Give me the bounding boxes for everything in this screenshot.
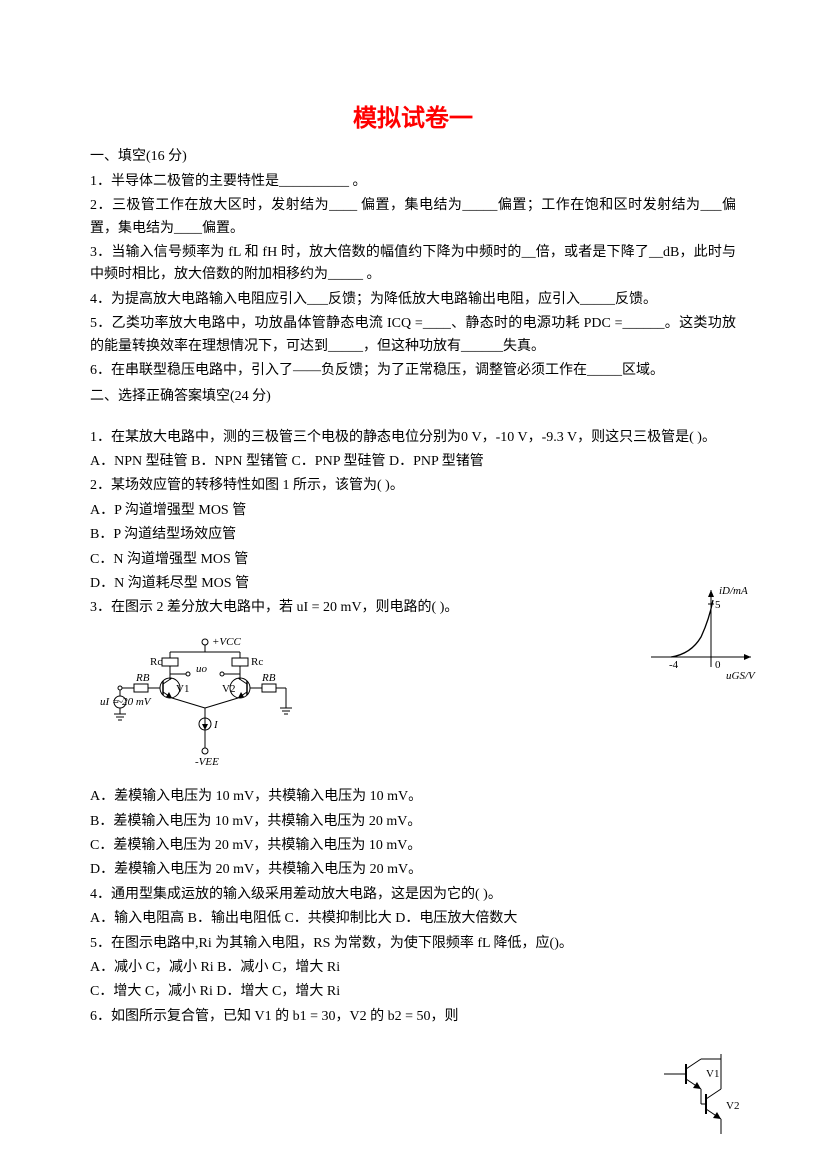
s2-q2-b: B．P 沟道结型场效应管 [90, 524, 736, 546]
q3-vee: -VEE [195, 756, 219, 768]
s2-q3-c: C．差模输入电压为 20 mV，共模输入电压为 10 mV。 [90, 835, 736, 857]
s2-q6-stem: 6．如图所示复合管，已知 V1 的 b1 = 30，V2 的 b2 = 50，则 [90, 1006, 736, 1028]
q3-vcc: +VCC [212, 636, 241, 648]
s2-q2-a: A．P 沟道增强型 MOS 管 [90, 500, 736, 522]
page-title: 模拟试卷一 [90, 100, 736, 138]
section1-heading: 一、填空(16 分) [90, 146, 736, 168]
q3-rc1: Rc [150, 656, 162, 668]
s2-q4-opts: A．输入电阻高 B．输出电阻低 C．共模抑制比大 D．电压放大倍数大 [90, 908, 736, 930]
s1-q2: 2．三极管工作在放大区时，发射结为____ 偏置，集电结为_____偏置；工作在… [90, 195, 736, 240]
s2-q2-c: C．N 沟道增强型 MOS 管 [90, 549, 736, 571]
q3-rb2: RB [261, 672, 276, 684]
s2-q3-b: B．差模输入电压为 10 mV，共模输入电压为 20 mV。 [90, 811, 736, 833]
s1-q6: 6．在串联型稳压电路中，引入了——负反馈；为了正常稳压，调整管必须工作在____… [90, 360, 736, 382]
q3-ui: uI = 20 mV [100, 696, 152, 708]
q3-diff-amp-circuit: +VCC Rc Rc uo V1 V2 RB RB ~ uI = 20 mV [100, 630, 310, 770]
section2-heading: 二、选择正确答案填空(24 分) [90, 386, 736, 408]
s2-q5-stem: 5．在图示电路中,Ri 为其输入电阻，RS 为常数，为使下限频率 fL 降低，应… [90, 933, 736, 955]
s1-q5: 5．乙类功率放大电路中，功放晶体管静态电流 ICQ =____、静态时的电源功耗… [90, 313, 736, 358]
q2-xtick: -4 [669, 659, 679, 671]
s2-q1-opts: A．NPN 型硅管 B．NPN 型锗管 C．PNP 型硅管 D．PNP 型锗管 [90, 451, 736, 473]
s2-q3-a: A．差模输入电压为 10 mV，共模输入电压为 10 mV。 [90, 786, 736, 808]
q3-v2: V2 [222, 683, 235, 695]
q3-uo: uo [196, 663, 208, 675]
q3-rc2: Rc [251, 656, 263, 668]
s2-q3-d: D．差模输入电压为 20 mV，共模输入电压为 20 mV。 [90, 859, 736, 881]
q6-darlington-circuit: V1 V2 [656, 1049, 746, 1139]
q2-transfer-graph: 5 -4 0 iD/mA uGS/V [641, 582, 756, 682]
s2-q5-l2: A．减小 C，减小 Ri B．减小 C，增大 Ri [90, 957, 736, 979]
q2-ytick: 5 [715, 599, 721, 611]
s1-q1: 1．半导体二极管的主要特性是__________ 。 [90, 171, 736, 193]
s2-q4-stem: 4．通用型集成运放的输入级采用差动放大电路，这是因为它的( )。 [90, 884, 736, 906]
s2-q2-d: D．N 沟道耗尽型 MOS 管 [90, 573, 736, 595]
q2-origin: 0 [715, 659, 721, 671]
s2-q5-l3: C．增大 C，减小 Ri D．增大 C，增大 Ri [90, 981, 736, 1003]
s2-q2-stem: 2．某场效应管的转移特性如图 1 所示，该管为( )。 [90, 475, 736, 497]
s2-q3-stem: 3．在图示 2 差分放大电路中，若 uI = 20 mV，则电路的( )。 [90, 597, 736, 619]
q2-ylabel: iD/mA [719, 585, 748, 597]
s1-q4: 4．为提高放大电路输入电阻应引入___反馈；为降低放大电路输出电阻，应引入___… [90, 289, 736, 311]
s2-q1-stem: 1．在某放大电路中，测的三极管三个电极的静态电位分别为0 V，-10 V，-9.… [90, 427, 736, 449]
q3-v1: V1 [176, 683, 189, 695]
q6-v2: V2 [726, 1100, 739, 1112]
q6-v1: V1 [706, 1068, 719, 1080]
q3-current: I [213, 719, 219, 731]
q2-xlabel: uGS/V [726, 670, 756, 682]
q3-rb1: RB [135, 672, 150, 684]
s1-q3: 3．当输入信号频率为 fL 和 fH 时，放大倍数的幅值约下降为中频时的__倍，… [90, 242, 736, 287]
